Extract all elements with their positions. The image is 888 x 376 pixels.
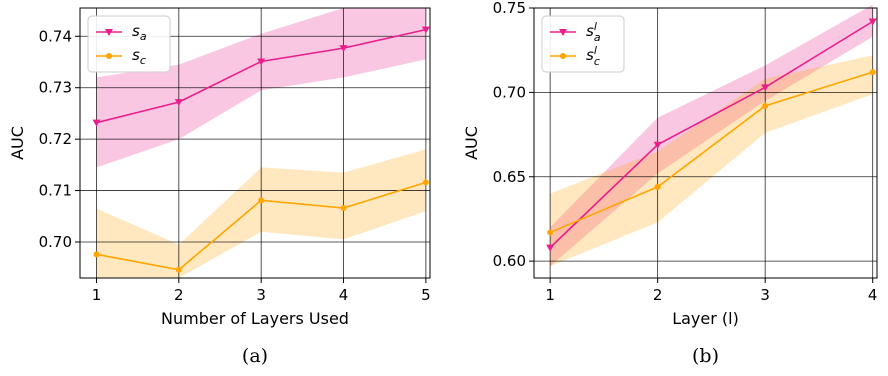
data-point [546, 244, 555, 252]
legend-box [541, 15, 625, 73]
data-point [92, 119, 101, 127]
x-tick-label: 4 [868, 286, 878, 304]
x-tick-label: 2 [174, 286, 184, 304]
data-point [422, 179, 429, 186]
legend-box [87, 15, 171, 73]
data-point [258, 197, 265, 204]
x-tick-label: 1 [545, 286, 555, 304]
data-point [762, 102, 769, 109]
y-tick-label: 0.71 [39, 182, 72, 200]
data-point [421, 26, 430, 34]
data-point [105, 29, 113, 36]
legend-label: sl a [586, 20, 601, 44]
data-point [559, 29, 567, 36]
series-line [549, 71, 873, 234]
x-tick-label: 2 [653, 286, 663, 304]
y-tick-label: 0.75 [493, 0, 526, 17]
y-tick-label: 0.70 [493, 83, 526, 101]
x-axis-label: Layer (l) [672, 309, 739, 328]
y-tick-label: 0.70 [39, 233, 72, 251]
data-point [257, 58, 266, 66]
panel-caption: (b) [692, 345, 719, 367]
y-tick-label: 0.60 [493, 252, 526, 270]
data-point [869, 69, 876, 76]
y-axis-label: AUC [462, 126, 481, 160]
legend-label: sl c [586, 44, 600, 68]
y-tick-label: 0.72 [39, 130, 72, 148]
x-axis-label: Number of Layers Used [161, 309, 349, 328]
legend-label: sa [132, 22, 147, 43]
data-point [653, 141, 662, 149]
x-tick-label: 1 [92, 286, 102, 304]
legend: sa sc [87, 15, 171, 73]
data-point [174, 99, 183, 107]
data-point [340, 205, 347, 212]
y-axis-label: AUC [8, 126, 27, 160]
x-tick-label: 3 [760, 286, 770, 304]
confidence-band [550, 55, 873, 267]
chart-panel-b: 1 2 3 4 0.60 0.65 0.70 0.75 Layer (l) AUC (b) sl asl… [462, 0, 878, 367]
y-tick-label: 0.74 [39, 27, 72, 45]
legend-label: sc [132, 46, 146, 67]
panel-caption: (a) [242, 345, 268, 367]
data-point [93, 251, 100, 258]
chart-panel-a: 1 2 3 4 5 0.70 0.71 0.72 0.73 0.74 Number of Layer… [8, 7, 431, 367]
data-point [547, 229, 554, 236]
legend: sl asl c [541, 15, 625, 73]
x-tick-label: 3 [256, 286, 266, 304]
data-point [761, 84, 770, 92]
x-tick-label: 4 [339, 286, 349, 304]
x-tick-label: 5 [421, 286, 431, 304]
plot-frame [533, 7, 878, 279]
plot-frame [79, 7, 431, 279]
data-point [654, 183, 661, 190]
series-line [549, 20, 874, 249]
data-point [560, 53, 566, 59]
y-tick-label: 0.65 [493, 168, 526, 186]
data-point [175, 266, 182, 273]
data-point [868, 18, 877, 26]
data-point [339, 45, 348, 53]
y-tick-label: 0.73 [39, 79, 72, 97]
data-point [106, 53, 112, 59]
